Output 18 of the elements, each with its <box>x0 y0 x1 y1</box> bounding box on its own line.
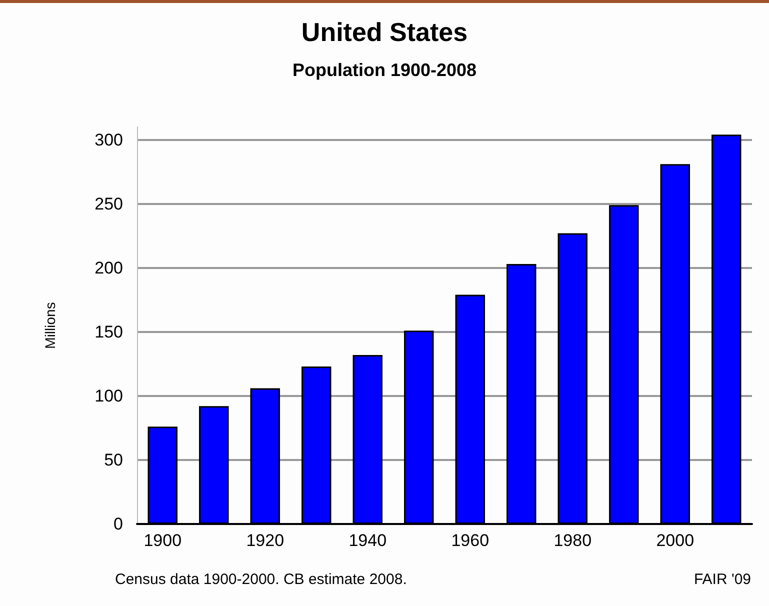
text: FAIR '09 <box>694 571 752 588</box>
chart-title: United States <box>301 17 468 47</box>
text: Census data 1900-2000. CB estimate 2008. <box>115 571 407 588</box>
chart-subtitle: Population 1900-2008 <box>292 60 477 80</box>
y-tick-label: 100 <box>94 386 123 406</box>
x-tick-label: 1940 <box>348 531 387 550</box>
x-tick-label: 2000 <box>656 531 694 550</box>
y-axis-title: Millions <box>42 302 58 349</box>
x-tick-label: 1900 <box>144 531 182 550</box>
y-tick-label: 150 <box>94 322 123 342</box>
x-tick-label: 1980 <box>554 531 592 550</box>
y-tick-label: 0 <box>114 514 123 534</box>
x-tick-label: 1960 <box>451 531 490 550</box>
y-tick-label: 200 <box>94 258 123 278</box>
y-tick-label: 50 <box>104 450 123 470</box>
y-tick-label: 250 <box>94 194 123 214</box>
x-tick-label: 1920 <box>246 531 284 550</box>
y-tick-label: 300 <box>94 130 123 150</box>
